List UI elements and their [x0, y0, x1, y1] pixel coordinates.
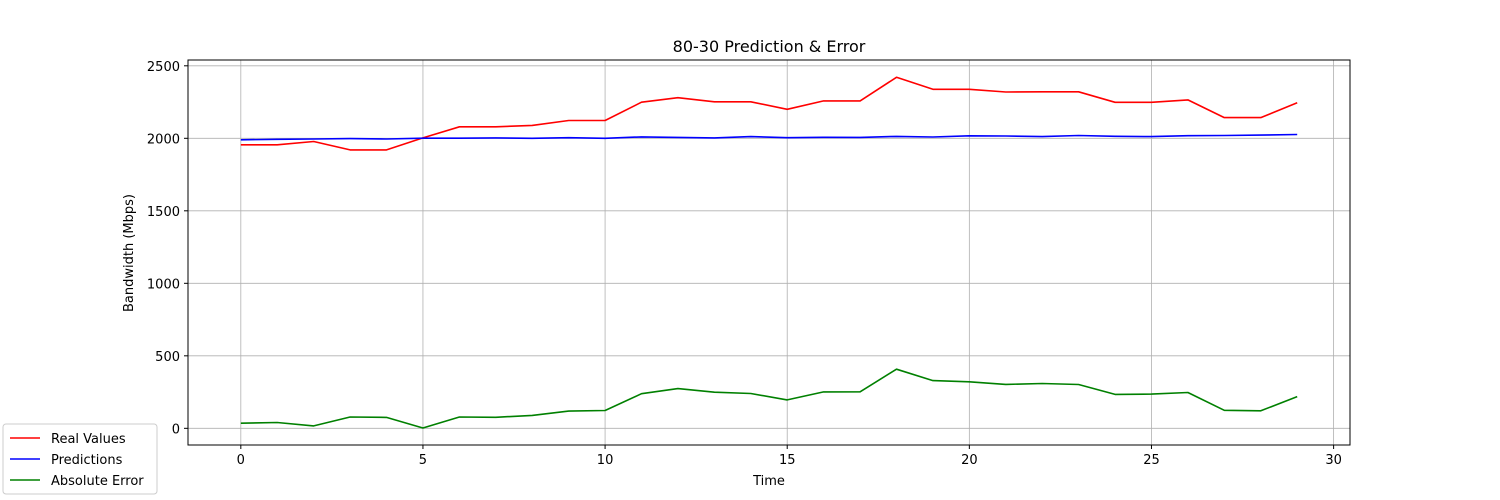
x-tick-label: 25: [1143, 453, 1160, 468]
y-tick-label: 1000: [147, 277, 180, 292]
y-tick-label: 500: [155, 350, 180, 365]
x-tick-label: 0: [237, 453, 245, 468]
y-tick-label: 2500: [147, 60, 180, 75]
series-lines: [240, 76, 1298, 429]
y-tick-label: 2000: [147, 132, 180, 147]
legend-label-absolute-error: Absolute Error: [51, 474, 144, 489]
y-tick-label: 0: [172, 422, 180, 437]
y-tick-label: 1500: [147, 205, 180, 220]
plot-area: [188, 60, 1350, 445]
series-line-predictions: [240, 133, 1298, 141]
x-tick-label: 5: [419, 453, 427, 468]
plot-frame: [187, 59, 1351, 446]
legend-label-predictions: Predictions: [51, 453, 123, 468]
x-tick-label: 10: [597, 453, 614, 468]
x-axis-ticks: 0 5 10 15 20 25 30: [237, 445, 1342, 468]
y-axis-label: Bandwidth (Mbps): [122, 194, 137, 312]
y-axis-ticks: 0 500 1000 1500 2000 2500: [147, 60, 188, 437]
legend-box: [2, 423, 158, 495]
x-tick-label: 20: [961, 453, 978, 468]
x-tick-label: 15: [779, 453, 796, 468]
series-line-real-values: [240, 76, 1298, 151]
legend-label-real-values: Real Values: [51, 432, 126, 447]
chart-title: 80-30 Prediction & Error: [673, 37, 866, 56]
x-axis-label: Time: [752, 474, 785, 489]
x-tick-label: 30: [1325, 453, 1342, 468]
legend: Real Values Predictions Absolute Error: [2, 423, 158, 495]
series-line-absolute-error: [240, 368, 1298, 429]
